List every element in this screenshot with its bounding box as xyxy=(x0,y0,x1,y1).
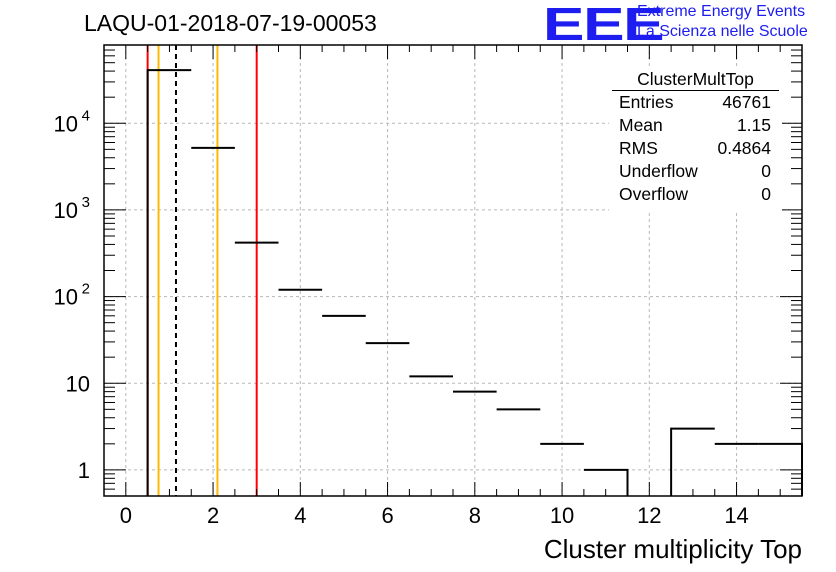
stats-value: 0 xyxy=(761,184,771,204)
x-tick-label: 2 xyxy=(207,503,219,528)
stats-label: RMS xyxy=(619,138,658,158)
histogram-bin xyxy=(670,427,715,496)
eee-logo: EEE xyxy=(543,0,665,50)
stats-divider xyxy=(612,90,779,91)
y-tick-label: 10 xyxy=(54,285,78,310)
stats-label: Mean xyxy=(619,115,663,135)
x-axis-ticks: 0 2 4 6 8 10 12 14 xyxy=(120,45,803,528)
stats-row-rms: RMS 0.4864 xyxy=(619,138,771,160)
stats-label: Underflow xyxy=(619,161,698,181)
x-tick-label: 4 xyxy=(294,503,306,528)
stats-row-mean: Mean 1.15 xyxy=(619,115,771,137)
stats-label: Overflow xyxy=(619,184,689,204)
stats-row-underflow: Underflow 0 xyxy=(619,161,771,183)
logo-subtitle-2: La Scienza nelle Scuole xyxy=(637,23,808,40)
x-tick-label: 8 xyxy=(469,503,481,528)
x-tick-label: 14 xyxy=(724,503,748,528)
stats-row-entries: Entries 46761 xyxy=(619,92,771,114)
histogram-bin xyxy=(146,69,192,496)
stats-value: 0 xyxy=(761,161,771,181)
y-tick-exponent: 4 xyxy=(82,107,90,124)
y-tick-label: 10 xyxy=(54,198,78,223)
stats-value: 1.15 xyxy=(736,115,771,135)
y-tick-label: 1 xyxy=(78,458,90,483)
stats-title: ClusterMultTop xyxy=(637,69,754,89)
grid-lines xyxy=(104,45,802,496)
stats-row-overflow: Overflow 0 xyxy=(619,184,771,206)
x-tick-label: 6 xyxy=(381,503,393,528)
stats-value: 46761 xyxy=(722,92,771,112)
stats-label: Entries xyxy=(619,92,674,112)
x-tick-label: 0 xyxy=(120,503,132,528)
y-tick-exponent: 2 xyxy=(82,281,90,298)
chart-title: LAQU-01-2018-07-19-00053 xyxy=(84,10,377,36)
logo-subtitle-1: Extreme Energy Events xyxy=(637,3,806,20)
stats-box: ClusterMultTop Entries 46761 Mean 1.15 R… xyxy=(609,69,782,211)
stats-value: 0.4864 xyxy=(717,138,771,158)
x-tick-label: 10 xyxy=(550,503,574,528)
y-tick-exponent: 3 xyxy=(82,194,90,211)
y-tick-label: 10 xyxy=(66,371,90,396)
y-tick-label: 10 xyxy=(54,111,78,136)
x-tick-label: 12 xyxy=(637,503,661,528)
reference-lines xyxy=(146,45,258,496)
histogram-bin xyxy=(583,468,629,496)
x-axis-label: Cluster multiplicity Top xyxy=(543,534,802,564)
